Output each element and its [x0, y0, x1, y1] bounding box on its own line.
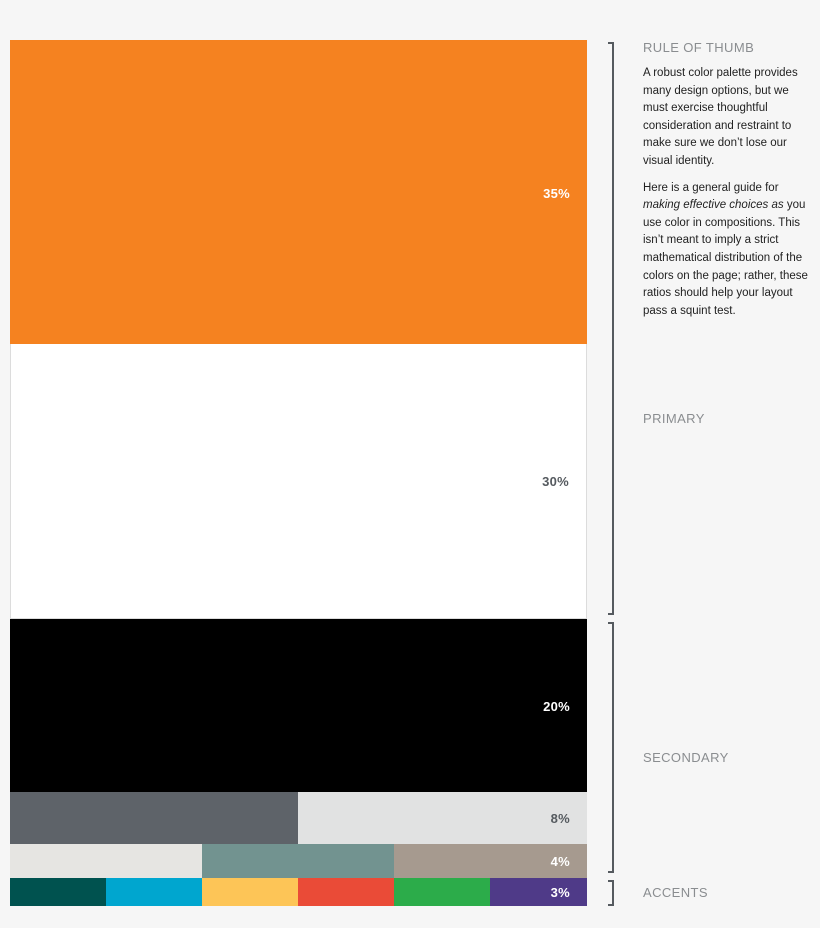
accents-bracket [608, 880, 614, 906]
rule-paragraph-1: A robust color palette provides many des… [643, 67, 798, 167]
purple-swatch [490, 878, 587, 906]
rule-paragraph-2-emphasis: making effective choices as [643, 199, 784, 212]
color-palette: 35% 30% 20% 8% 4% 3% [10, 40, 587, 906]
accent-block: 3% [10, 878, 587, 906]
green-swatch [394, 878, 490, 906]
white-block: 30% [10, 344, 587, 619]
accent-percent: 3% [550, 885, 570, 900]
neutral-percent: 4% [550, 854, 570, 869]
warm-white-swatch [10, 844, 202, 878]
accents-label: ACCENTS [643, 885, 708, 900]
yellow-swatch [202, 878, 298, 906]
taupe-swatch [394, 844, 587, 878]
rule-paragraph-2: Here is a general guide for making effec… [643, 180, 813, 321]
cyan-swatch [106, 878, 202, 906]
orange-block: 35% [10, 40, 587, 344]
orange-percent: 35% [543, 186, 570, 201]
neutral-block: 4% [10, 844, 587, 878]
white-percent: 30% [542, 474, 569, 489]
sage-swatch [202, 844, 394, 878]
black-block: 20% [10, 619, 587, 792]
teal-swatch [10, 878, 106, 906]
secondary-label: SECONDARY [643, 750, 729, 765]
gray-percent: 8% [550, 811, 570, 826]
black-percent: 20% [543, 699, 570, 714]
rule-of-thumb-title: RULE OF THUMB [643, 40, 755, 55]
primary-bracket [608, 42, 614, 615]
light-gray-swatch [298, 792, 587, 844]
dark-gray-swatch [10, 792, 298, 844]
rule-of-thumb-text: A robust color palette provides many des… [643, 65, 813, 320]
rule-paragraph-2-start: Here is a general guide for [643, 181, 779, 194]
red-swatch [298, 878, 394, 906]
secondary-bracket [608, 622, 614, 873]
gray-block: 8% [10, 792, 587, 844]
primary-label: PRIMARY [643, 411, 705, 426]
rule-paragraph-2-end: you use color in compositions. This isn’… [643, 199, 808, 317]
